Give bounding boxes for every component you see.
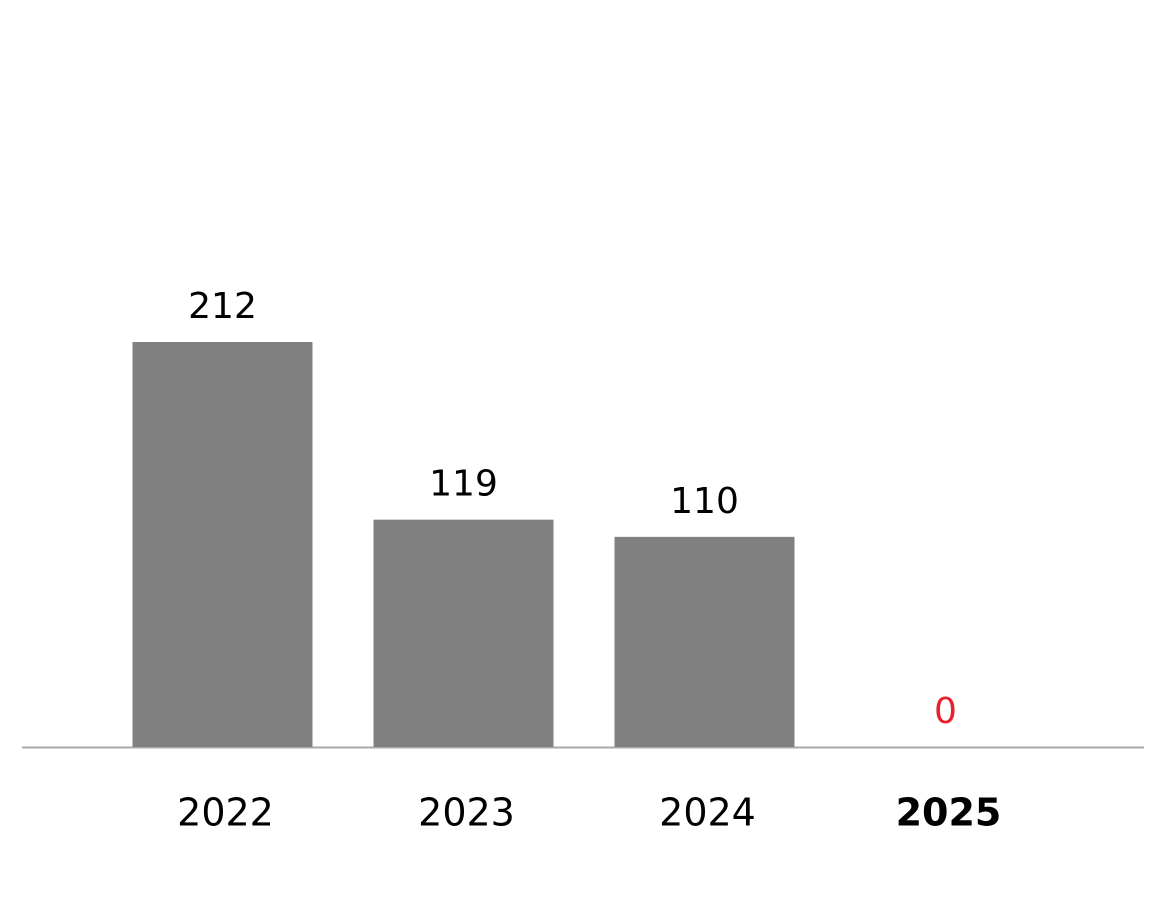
value-label: 110 (670, 481, 739, 522)
x-tick-label: 2024 (659, 791, 756, 835)
value-label: 212 (188, 286, 257, 327)
value-label: 0 (934, 691, 957, 732)
bar (132, 342, 313, 747)
value-label: 119 (429, 464, 498, 505)
x-tick-label: 2022 (177, 791, 274, 835)
bar (614, 536, 795, 747)
bar (373, 519, 554, 747)
x-tick-label: 2023 (418, 791, 515, 835)
x-tick-label: 2025 (896, 791, 1002, 835)
